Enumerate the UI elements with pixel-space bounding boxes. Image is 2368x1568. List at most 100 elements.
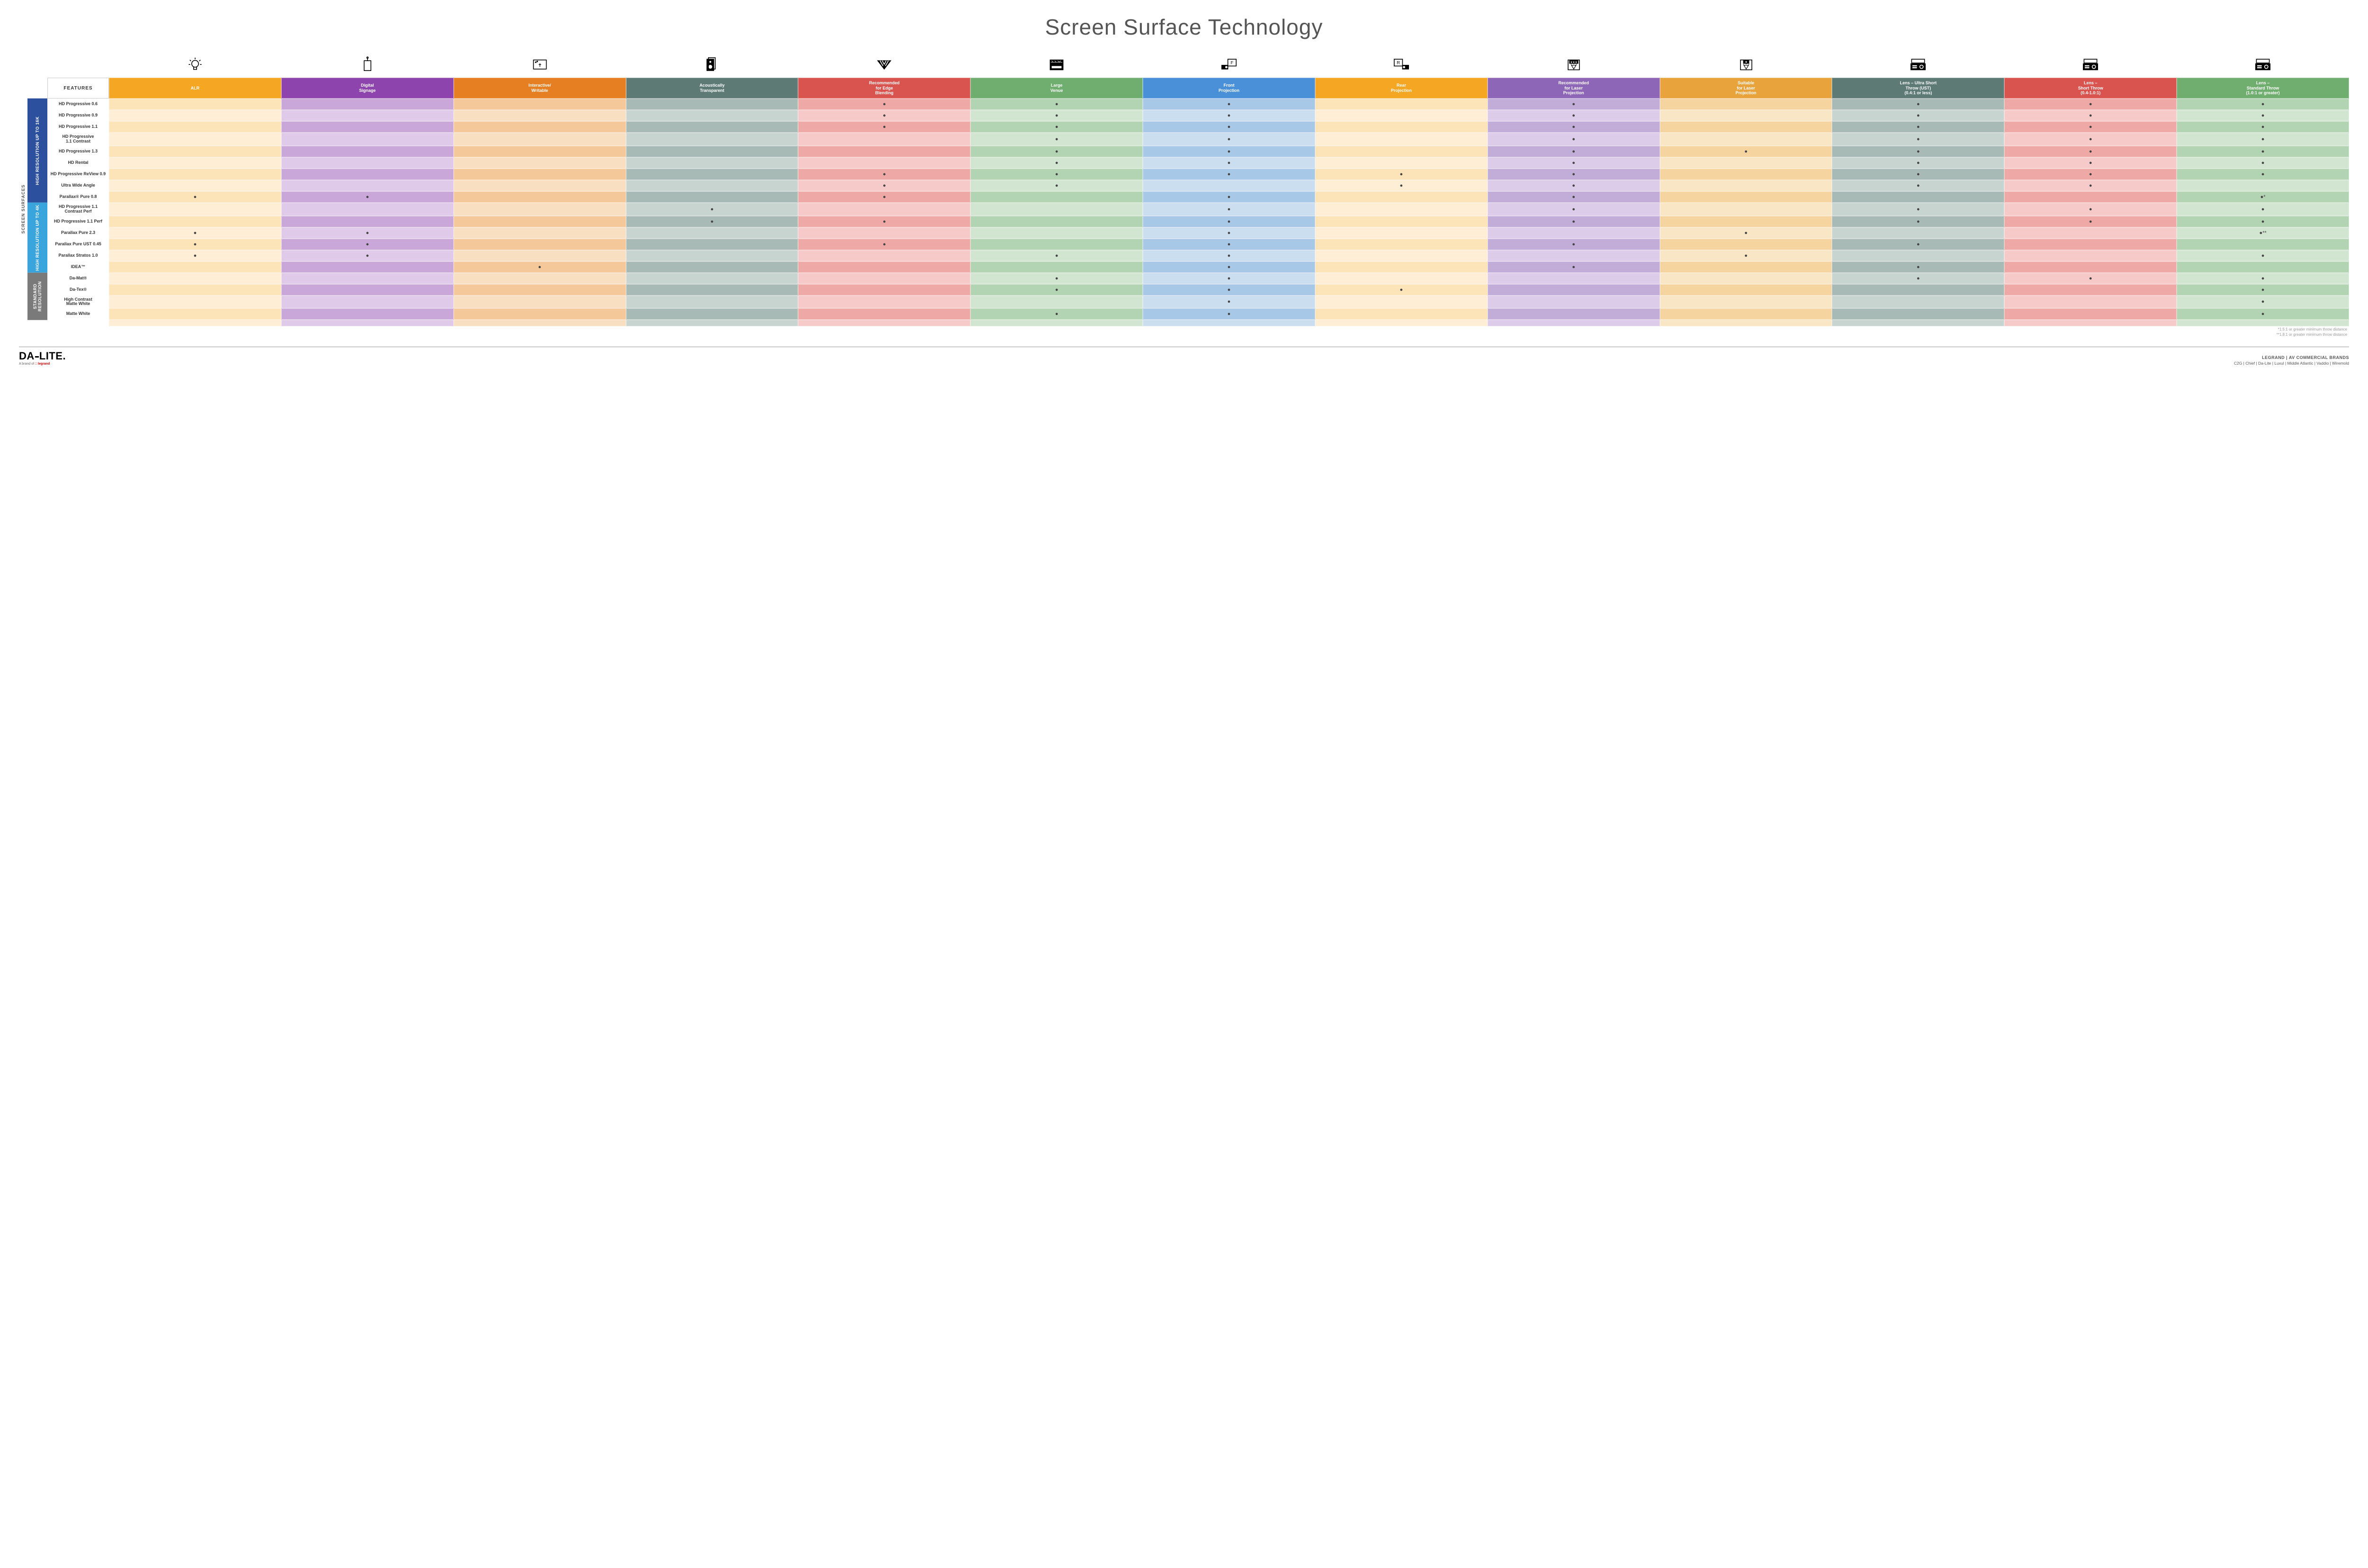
cell-short: ● [2004,216,2177,227]
cell-front: ● [1143,157,1315,169]
blend-icon [798,52,970,78]
row-label: HD Progressive1.1 Contrast [47,133,109,146]
col-header-reclaser: Recommendedfor LaserProjection [1488,78,1660,99]
cell-suitlaser: ● [1660,146,1832,157]
cell-edge [798,133,970,146]
col-header-short: Lens –Short Throw(0.4-1.0:1) [2004,78,2177,99]
cell-ust: ● [1832,239,2004,250]
cell-suitlaser [1660,180,1832,191]
rear-icon: R [1315,52,1488,78]
cell-reclaser: ● [1488,121,1660,133]
cell-reclaser [1488,308,1660,320]
cell-alr [109,273,281,284]
cell-front: ● [1143,261,1315,273]
cell-front: ● [1143,133,1315,146]
cell-alr [109,99,281,110]
cell-acoustic [626,157,798,169]
cell-front: ● [1143,191,1315,203]
cell-alr [109,146,281,157]
footer-cell [1488,320,1660,326]
cell-rear [1315,296,1488,309]
cell-std: ● [2177,216,2349,227]
proj-short-icon: Short [2004,52,2177,78]
cell-acoustic [626,227,798,239]
cell-interactive [454,250,626,261]
cell-reclaser: ● [1488,203,1660,216]
cell-rear: ● [1315,180,1488,191]
cell-interactive [454,296,626,309]
cell-large: ● [970,284,1143,296]
cell-ust: ● [1832,121,2004,133]
spacer [19,320,27,326]
cell-ust: ● [1832,180,2004,191]
cell-reclaser: ● [1488,157,1660,169]
cell-rear [1315,157,1488,169]
cell-std [2177,239,2349,250]
cell-std: ● [2177,203,2349,216]
cell-front: ● [1143,296,1315,309]
cell-front: ● [1143,203,1315,216]
spacer [47,52,109,78]
cell-rear [1315,239,1488,250]
cell-interactive [454,121,626,133]
cell-edge [798,157,970,169]
cell-reclaser: ● [1488,239,1660,250]
cell-alr [109,157,281,169]
cell-short: ● [2004,169,2177,180]
cell-large [970,227,1143,239]
cell-rear [1315,250,1488,261]
cell-reclaser: ● [1488,110,1660,121]
cell-edge: ● [798,216,970,227]
cell-short: ● [2004,203,2177,216]
col-header-signage: DigitalSignage [281,78,454,99]
cell-large [970,239,1143,250]
cell-alr: ● [109,250,281,261]
laser3-icon: ★★★ [1488,52,1660,78]
cell-suitlaser: ● [1660,250,1832,261]
cell-interactive [454,99,626,110]
cell-signage [281,99,454,110]
cell-acoustic [626,308,798,320]
cell-std: ● [2177,146,2349,157]
cell-suitlaser [1660,157,1832,169]
cell-ust [1832,308,2004,320]
cell-std: ● [2177,121,2349,133]
venue-icon [970,52,1143,78]
cell-front: ● [1143,250,1315,261]
cell-short [2004,296,2177,309]
cell-edge [798,250,970,261]
comparison-chart: FR★★★★USTShortStandardFEATURESALRDigital… [19,52,2349,338]
cell-suitlaser [1660,121,1832,133]
cell-alr [109,284,281,296]
cell-suitlaser [1660,239,1832,250]
spacer [27,78,47,99]
cell-short: ● [2004,133,2177,146]
cell-acoustic [626,180,798,191]
cell-suitlaser [1660,110,1832,121]
cell-short: ● [2004,110,2177,121]
col-header-std: Lens –Standard Throw(1.0:1 or greater) [2177,78,2349,99]
row-label: Parallax Stratos 1.0 [47,250,109,261]
cell-front: ● [1143,239,1315,250]
cell-reclaser: ● [1488,261,1660,273]
cell-alr [109,180,281,191]
cell-std: ● [2177,157,2349,169]
cell-acoustic [626,296,798,309]
cell-front: ● [1143,169,1315,180]
cell-acoustic [626,133,798,146]
cell-short [2004,227,2177,239]
cell-large: ● [970,273,1143,284]
cell-ust: ● [1832,169,2004,180]
cell-suitlaser: ● [1660,227,1832,239]
cell-acoustic [626,99,798,110]
row-label: HD Rental [47,157,109,169]
cell-rear [1315,191,1488,203]
cell-ust: ● [1832,203,2004,216]
cell-signage [281,296,454,309]
cell-large: ● [970,110,1143,121]
row-label: IDEA™ [47,261,109,273]
cell-acoustic [626,146,798,157]
cell-large: ● [970,250,1143,261]
cell-ust: ● [1832,216,2004,227]
svg-text:Short: Short [2087,60,2094,63]
